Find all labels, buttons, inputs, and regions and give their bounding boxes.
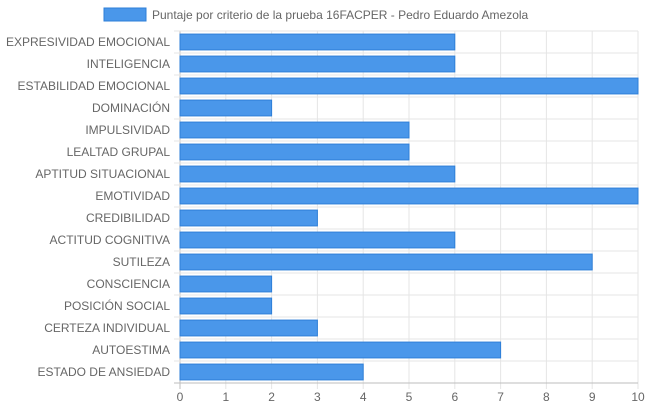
y-tick-label: DOMINACIÓN — [92, 100, 170, 115]
bar[interactable] — [179, 297, 273, 315]
x-tick-label: 8 — [543, 390, 550, 404]
y-tick-label: ACTITUD COGNITIVA — [50, 233, 170, 247]
y-tick-label: EMOTIVIDAD — [95, 189, 170, 203]
x-tick-label: 2 — [268, 390, 275, 404]
legend-swatch — [103, 7, 147, 22]
y-tick-label: AUTOESTIMA — [92, 343, 170, 357]
y-tick-label: ESTABILIDAD EMOCIONAL — [18, 79, 171, 93]
bar[interactable] — [179, 165, 456, 183]
x-tick-label: 10 — [631, 390, 645, 404]
bar[interactable] — [179, 253, 593, 271]
y-tick-label: APTITUD SITUACIONAL — [35, 167, 170, 181]
x-tick-label: 3 — [314, 390, 321, 404]
y-tick-label: POSICIÓN SOCIAL — [64, 298, 170, 313]
bar[interactable] — [179, 231, 456, 249]
x-tick-label: 5 — [406, 390, 413, 404]
legend[interactable]: Puntaje por criterio de la prueba 16FACP… — [103, 7, 529, 22]
x-tick-label: 0 — [177, 390, 184, 404]
y-tick-label: CREDIBILIDAD — [86, 211, 170, 225]
y-tick-label: ESTADO DE ANSIEDAD — [38, 365, 171, 379]
x-tick-label: 4 — [360, 390, 367, 404]
x-tick-label: 9 — [589, 390, 596, 404]
x-tick-label: 7 — [497, 390, 504, 404]
legend-label: Puntaje por criterio de la prueba 16FACP… — [152, 8, 529, 22]
y-tick-label: EXPRESIVIDAD EMOCIONAL — [6, 35, 170, 49]
bar[interactable] — [179, 99, 273, 117]
x-tick-label: 6 — [451, 390, 458, 404]
bar[interactable] — [179, 363, 364, 381]
bar[interactable] — [179, 121, 410, 139]
y-axis-labels: EXPRESIVIDAD EMOCIONAL INTELIGENCIA ESTABI… — [6, 35, 170, 379]
x-tick-label: 1 — [222, 390, 229, 404]
bar[interactable] — [179, 55, 456, 73]
bar[interactable] — [179, 319, 318, 337]
y-tick-label: LEALTAD GRUPAL — [67, 145, 171, 159]
bar[interactable] — [179, 341, 502, 359]
y-tick-label: CERTEZA INDIVIDUAL — [44, 321, 170, 335]
y-tick-label: IMPULSIVIDAD — [85, 123, 170, 137]
bar[interactable] — [179, 143, 410, 161]
bar[interactable] — [179, 209, 318, 227]
bar[interactable] — [179, 77, 639, 95]
x-axis-ticks: 0 1 2 3 4 5 6 7 8 9 10 — [177, 390, 645, 404]
bars — [179, 33, 639, 381]
y-tick-label: INTELIGENCIA — [87, 57, 170, 71]
bar[interactable] — [179, 187, 639, 205]
y-tick-label: SUTILEZA — [113, 255, 170, 269]
bar[interactable] — [179, 275, 273, 293]
y-tick-label: CONSCIENCIA — [87, 277, 170, 291]
bar[interactable] — [179, 33, 456, 51]
